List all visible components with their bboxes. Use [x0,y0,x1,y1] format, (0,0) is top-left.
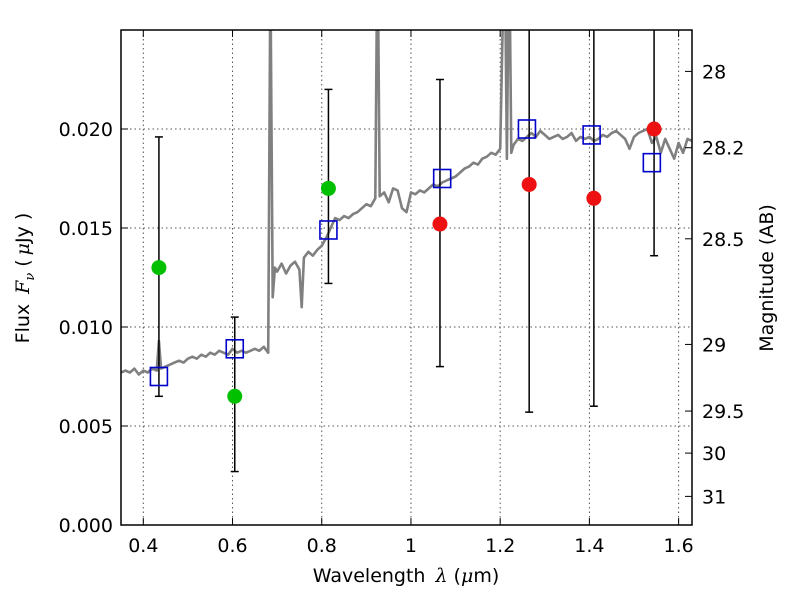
y2-tick-label: 28.2 [702,138,744,160]
y-tick-label: 0.005 [59,416,113,438]
model-spectrum-line [121,30,692,376]
y-tick-label: 0.020 [59,119,113,141]
red-data-point [646,121,662,137]
green-data-point [151,260,167,276]
y2-axis-title: Magnitude (AB) [756,204,778,352]
y2-tick-label: 30 [702,443,726,465]
model-flux-box [432,168,452,189]
x-tick-label: 1.2 [485,535,515,557]
y-tick-label: 0.015 [59,218,113,240]
x-tick-label: 1 [405,535,417,557]
x-tick-label: 0.6 [217,535,247,557]
red-data-point [432,216,448,232]
model-flux-box [149,366,169,387]
y2-tick-label: 29.5 [702,401,744,423]
plot-frame [120,29,693,526]
y-axis-title: FluxFν(μJy ) [12,213,38,344]
x-tick-label: 0.8 [307,535,337,557]
red-data-point [521,176,537,192]
red-data-point [586,190,602,206]
green-data-point [320,180,336,196]
y2-tick-label: 28 [702,61,726,83]
model-flux-box [319,220,338,240]
model-flux-box [582,125,601,145]
grid-lines [121,30,692,525]
plot-area [121,30,692,473]
green-data-point [227,388,243,404]
model-flux-box [642,152,662,173]
y2-tick-label: 28.5 [702,229,744,251]
x-tick-label: 1.6 [664,535,694,557]
y2-tick-label: 29 [702,334,726,356]
axis-ticks: 0.4 0.6 0.8 1 1.2 1.4 1.6 0.000 0.005 0.010 0.015 0… [59,30,744,557]
y-tick-label: 0.000 [59,515,113,537]
x-tick-label: 1.4 [574,535,604,557]
y2-tick-label: 31 [702,486,726,508]
x-tick-label: 0.4 [128,535,158,557]
model-flux-box [517,119,537,139]
y-tick-label: 0.010 [59,317,113,339]
x-axis-title: Wavelength λ (μm) [313,565,499,587]
model-flux-box [225,338,245,359]
